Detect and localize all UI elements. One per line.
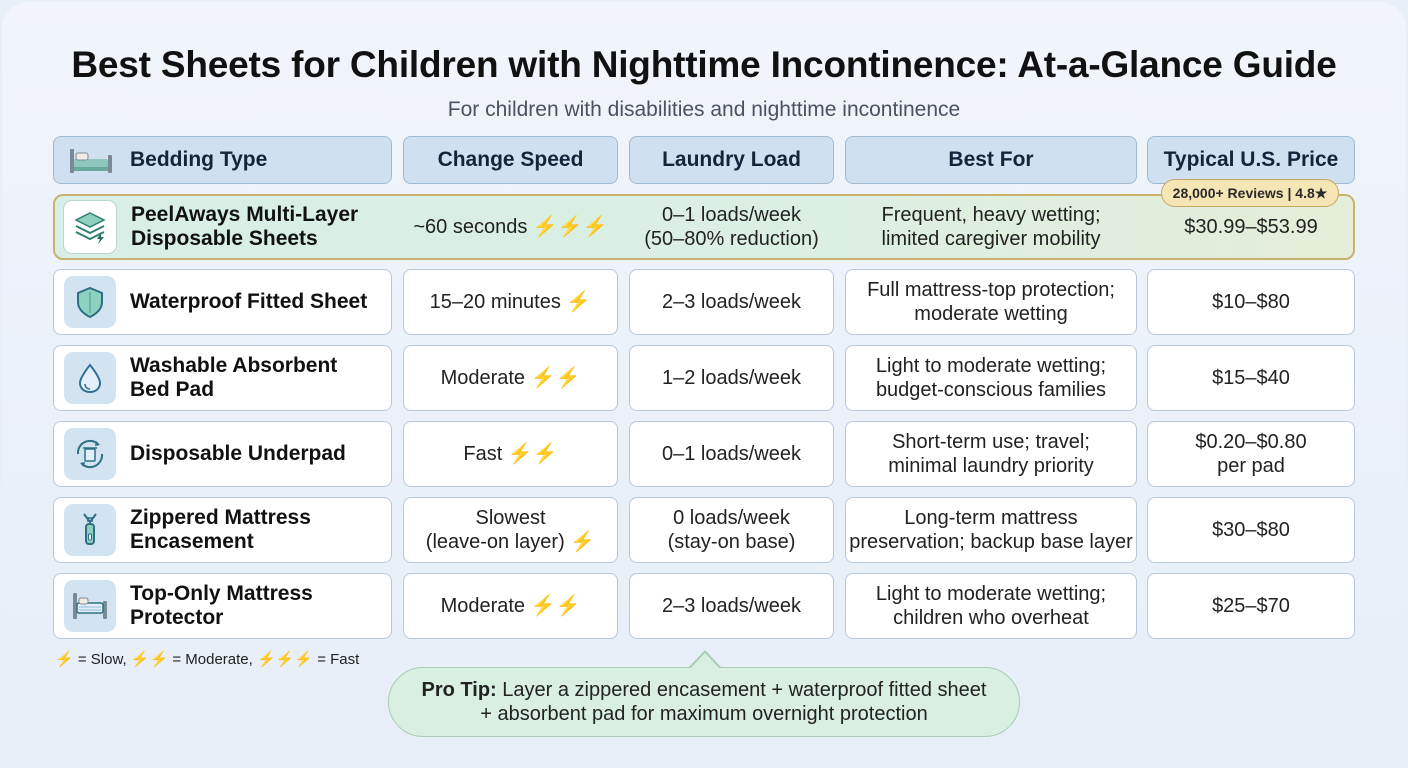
bolt-icon: ⚡⚡ (530, 367, 581, 389)
page-title: Best Sheets for Children with Nighttime … (71, 44, 1337, 85)
bolt-icon: ⚡⚡ (507, 443, 558, 465)
row-6-type: Top-Only Mattress Protector (53, 573, 392, 639)
table-row-highlight (53, 194, 1355, 260)
row-1-best-for: Frequent, heavy wetting; limited caregiv… (881, 204, 1101, 250)
row-5-type: Zippered Mattress Encasement (53, 497, 392, 563)
row-3-price: $15–$40 (1147, 345, 1355, 411)
row-5-speed: Slowest (leave-on layer) ⚡ (403, 497, 618, 563)
bolt-icon: ⚡⚡ (130, 651, 169, 668)
row-5-type-line1: Zippered Mattress (130, 506, 311, 529)
row-6-load: 2–3 loads/week (629, 573, 834, 639)
row-3-type-line2: Bed Pad (130, 378, 215, 401)
pro-tip-line2: + absorbent pad for maximum overnight pr… (480, 703, 928, 725)
pro-tip-callout: Pro Tip: Layer a zippered encasement + w… (388, 667, 1020, 737)
row-2-best-for: Full mattress-top protection; moderate w… (845, 269, 1137, 335)
row-3-type: Washable Absorbent Bed Pad (53, 345, 392, 411)
header-laundry-load: Laundry Load (629, 136, 834, 184)
row-2-load: 2–3 loads/week (629, 269, 834, 335)
header-bedding-type: Bedding Type (53, 136, 392, 184)
bolt-icon: ⚡⚡ (530, 595, 581, 617)
row-6-type-line1: Top-Only Mattress (130, 582, 313, 605)
bolt-icon: ⚡⚡⚡ (532, 216, 608, 238)
bolt-icon: ⚡ (570, 531, 596, 553)
zipper-icon (64, 504, 116, 556)
row-1-type-line1: PeelAways Multi-Layer (131, 203, 359, 226)
shield-icon (64, 276, 116, 328)
row-6-best-for: Light to moderate wetting; children who … (845, 573, 1137, 639)
water-drop-icon (64, 352, 116, 404)
row-2-speed: 15–20 minutes ⚡ (403, 269, 618, 335)
row-1-load: 0–1 loads/week (50–80% reduction) (644, 204, 819, 250)
bolt-icon: ⚡ (55, 651, 74, 668)
header-change-speed: Change Speed (403, 136, 618, 184)
row-4-type-label: Disposable Underpad (130, 442, 346, 465)
header-price: Typical U.S. Price (1147, 136, 1355, 184)
pro-tip-line1: Layer a zippered encasement + waterproof… (502, 679, 987, 701)
row-5-type-line2: Encasement (130, 530, 254, 553)
page-subtitle: For children with disabilities and night… (447, 98, 961, 121)
row-5-best-for: Long-term mattress preservation; backup … (845, 497, 1137, 563)
row-4-speed: Fast ⚡⚡ (403, 421, 618, 487)
row-2-type-label: Waterproof Fitted Sheet (130, 290, 368, 313)
row-2-type: Waterproof Fitted Sheet (53, 269, 392, 335)
bed-icon (70, 149, 112, 173)
row-1-type: PeelAways Multi-Layer Disposable Sheets (63, 198, 393, 256)
row-6-speed: Moderate ⚡⚡ (403, 573, 618, 639)
row-5-price: $30–$80 (1147, 497, 1355, 563)
row-4-type: Disposable Underpad (53, 421, 392, 487)
row-3-speed: Moderate ⚡⚡ (403, 345, 618, 411)
pro-tip-label: Pro Tip: (421, 679, 497, 701)
row-1-price: $30.99–$53.99 (1184, 216, 1318, 238)
row-4-price: $0.20–$0.80 per pad (1147, 421, 1355, 487)
row-1-speed: ~60 seconds ⚡⚡⚡ (413, 216, 608, 238)
tip-pointer-fill (690, 653, 720, 669)
mattress-icon (64, 580, 116, 632)
row-3-load: 1–2 loads/week (629, 345, 834, 411)
row-4-load: 0–1 loads/week (629, 421, 834, 487)
row-3-type-line1: Washable Absorbent (130, 354, 338, 377)
row-1-type-line2: Disposable Sheets (131, 227, 318, 250)
header-best-for: Best For (845, 136, 1137, 184)
bolt-icon: ⚡⚡⚡ (256, 651, 314, 668)
speed-legend: ⚡ = Slow, ⚡⚡ = Moderate, ⚡⚡⚡ = Fast (55, 651, 360, 668)
row-5-load: 0 loads/week (stay-on base) (629, 497, 834, 563)
recycle-trash-icon (64, 428, 116, 480)
bolt-icon: ⚡ (566, 291, 592, 313)
row-3-best-for: Light to moderate wetting; budget-consci… (845, 345, 1137, 411)
row-2-price: $10–$80 (1147, 269, 1355, 335)
row-6-price: $25–$70 (1147, 573, 1355, 639)
reviews-badge: 28,000+ Reviews | 4.8★ (1161, 179, 1339, 207)
row-6-type-line2: Protector (130, 606, 224, 629)
layers-icon (63, 200, 117, 254)
row-4-best-for: Short-term use; travel; minimal laundry … (845, 421, 1137, 487)
